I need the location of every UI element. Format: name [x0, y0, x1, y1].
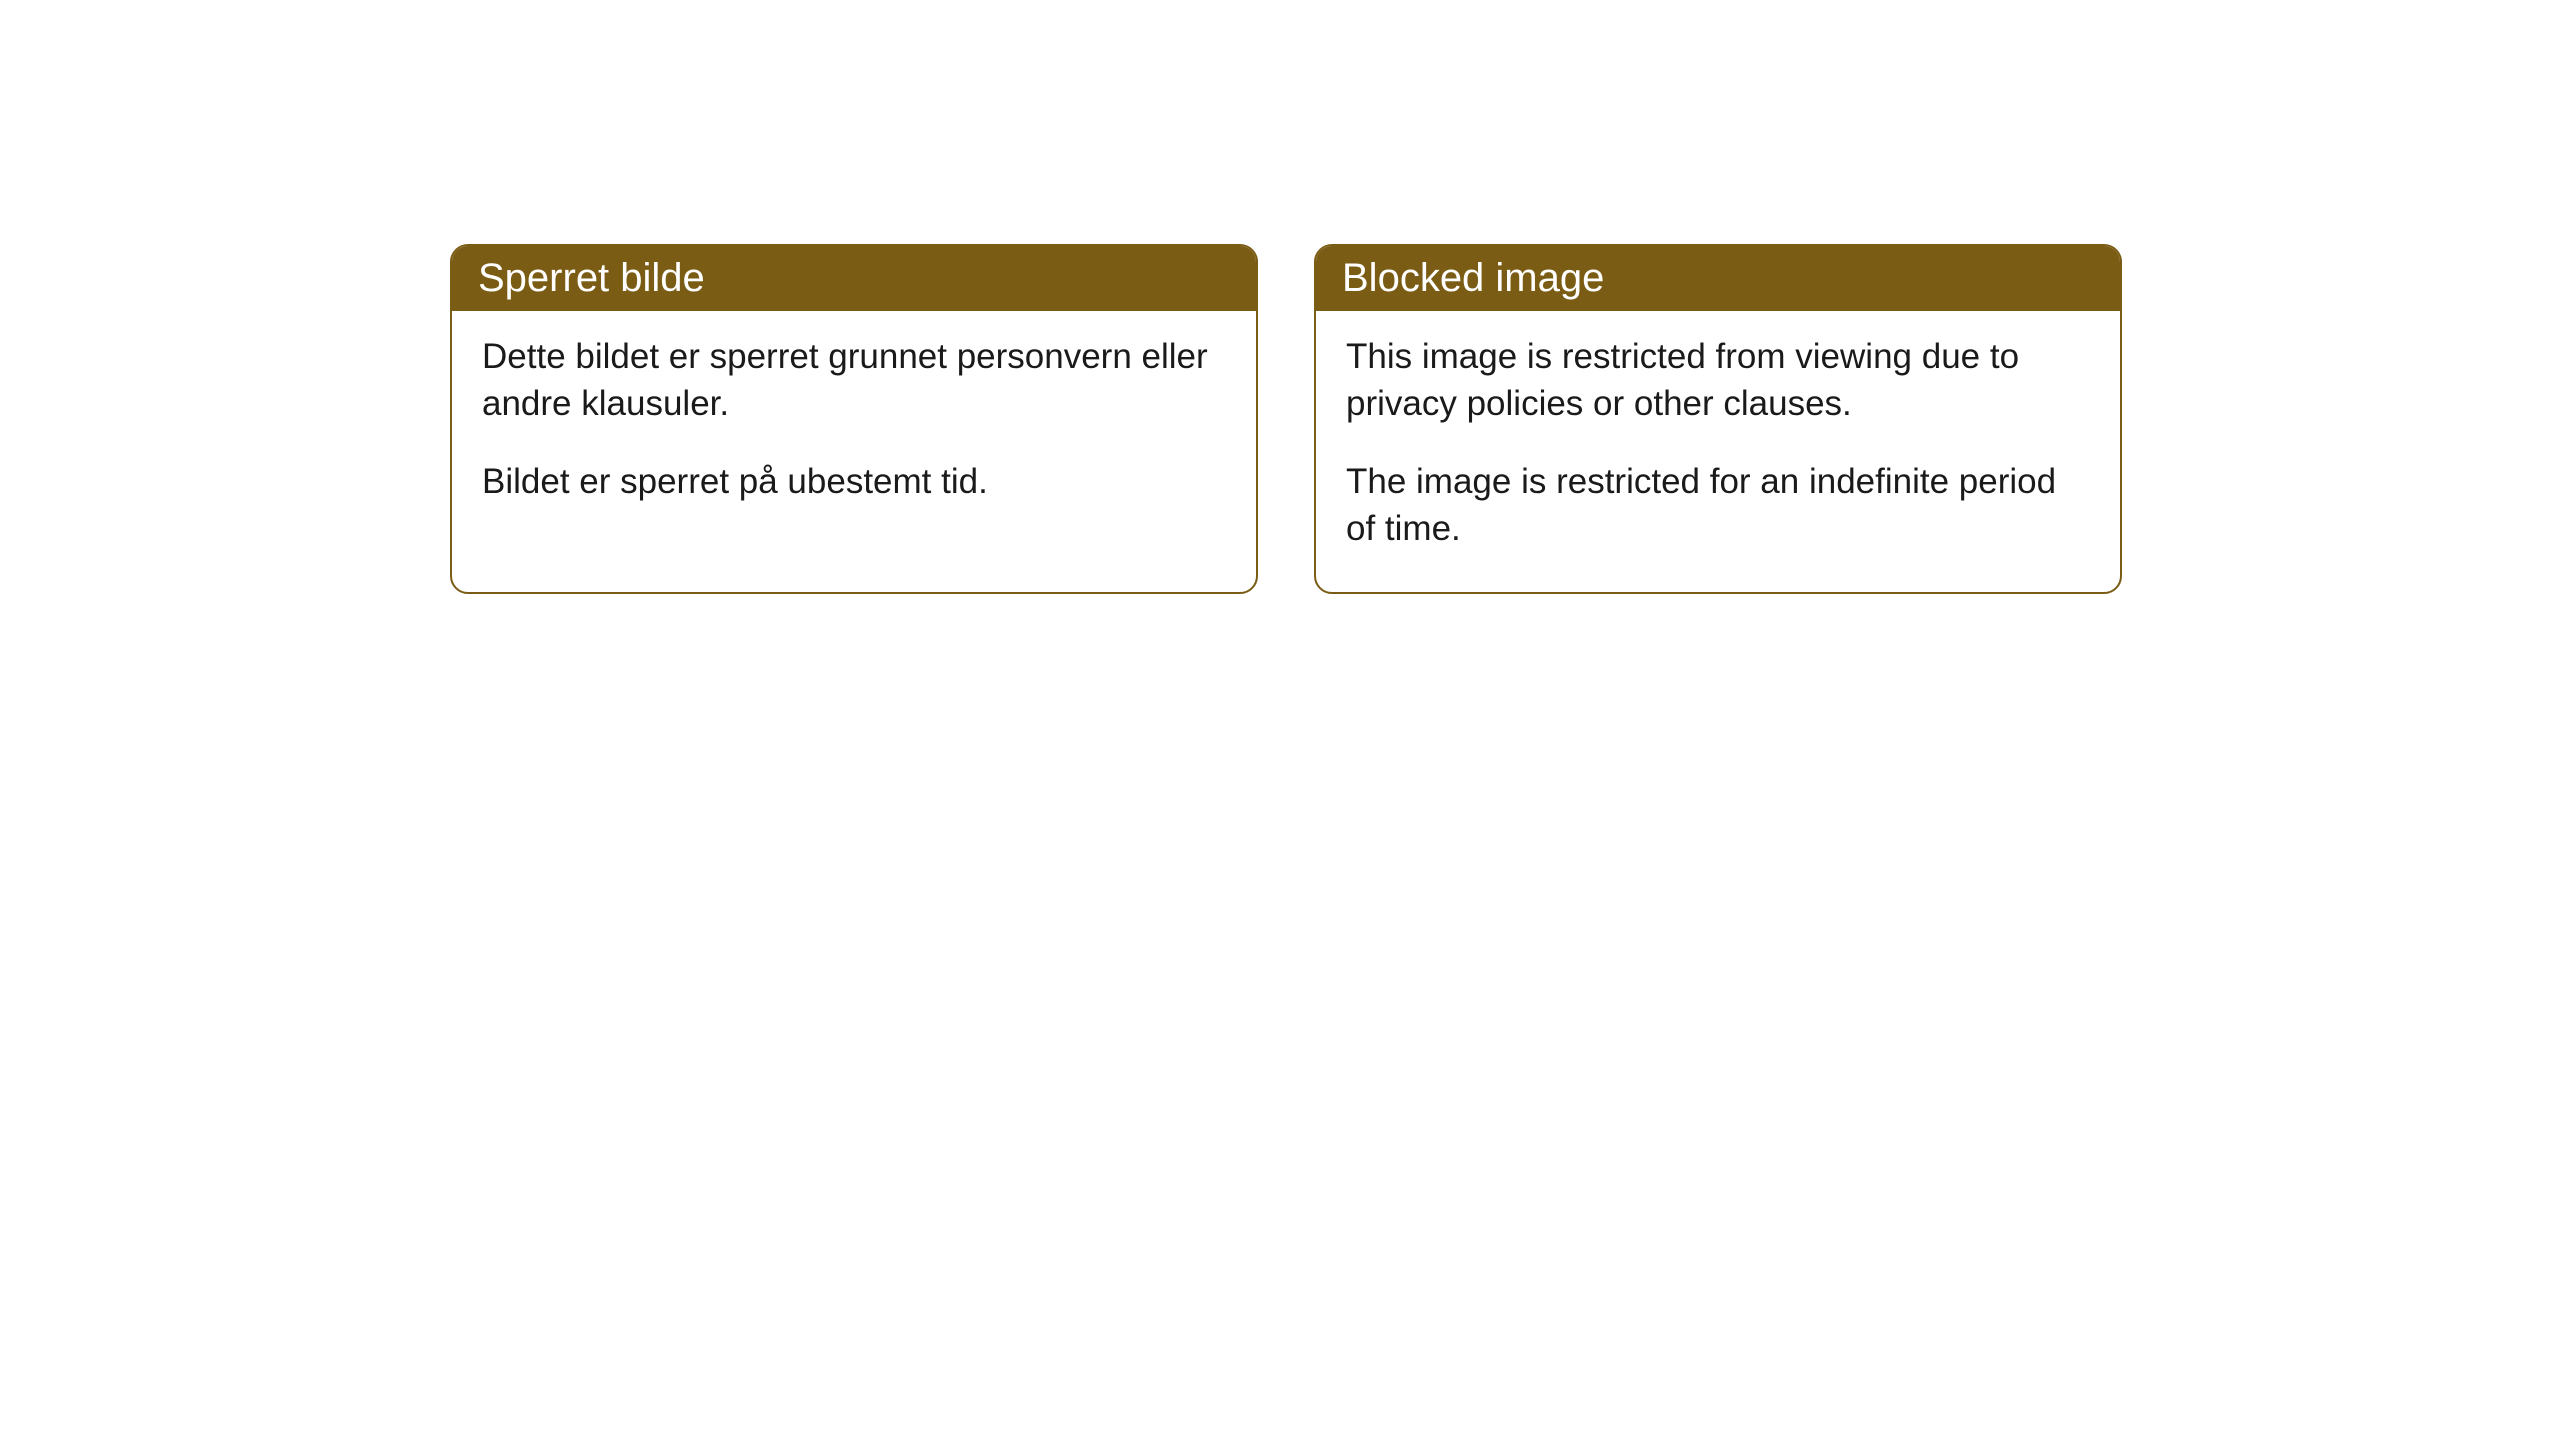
- blocked-image-card-en: Blocked image This image is restricted f…: [1314, 244, 2122, 594]
- card-paragraph1-no: Dette bildet er sperret grunnet personve…: [482, 333, 1226, 428]
- card-body-no: Dette bildet er sperret grunnet personve…: [452, 311, 1256, 545]
- card-title-en: Blocked image: [1342, 256, 1604, 300]
- card-body-en: This image is restricted from viewing du…: [1316, 311, 2120, 592]
- card-header-no: Sperret bilde: [452, 246, 1256, 311]
- card-title-no: Sperret bilde: [478, 256, 705, 300]
- blocked-image-card-no: Sperret bilde Dette bildet er sperret gr…: [450, 244, 1258, 594]
- card-header-en: Blocked image: [1316, 246, 2120, 311]
- card-paragraph1-en: This image is restricted from viewing du…: [1346, 333, 2090, 428]
- card-paragraph2-en: The image is restricted for an indefinit…: [1346, 458, 2090, 553]
- cards-container: Sperret bilde Dette bildet er sperret gr…: [450, 244, 2122, 594]
- card-paragraph2-no: Bildet er sperret på ubestemt tid.: [482, 458, 1226, 505]
